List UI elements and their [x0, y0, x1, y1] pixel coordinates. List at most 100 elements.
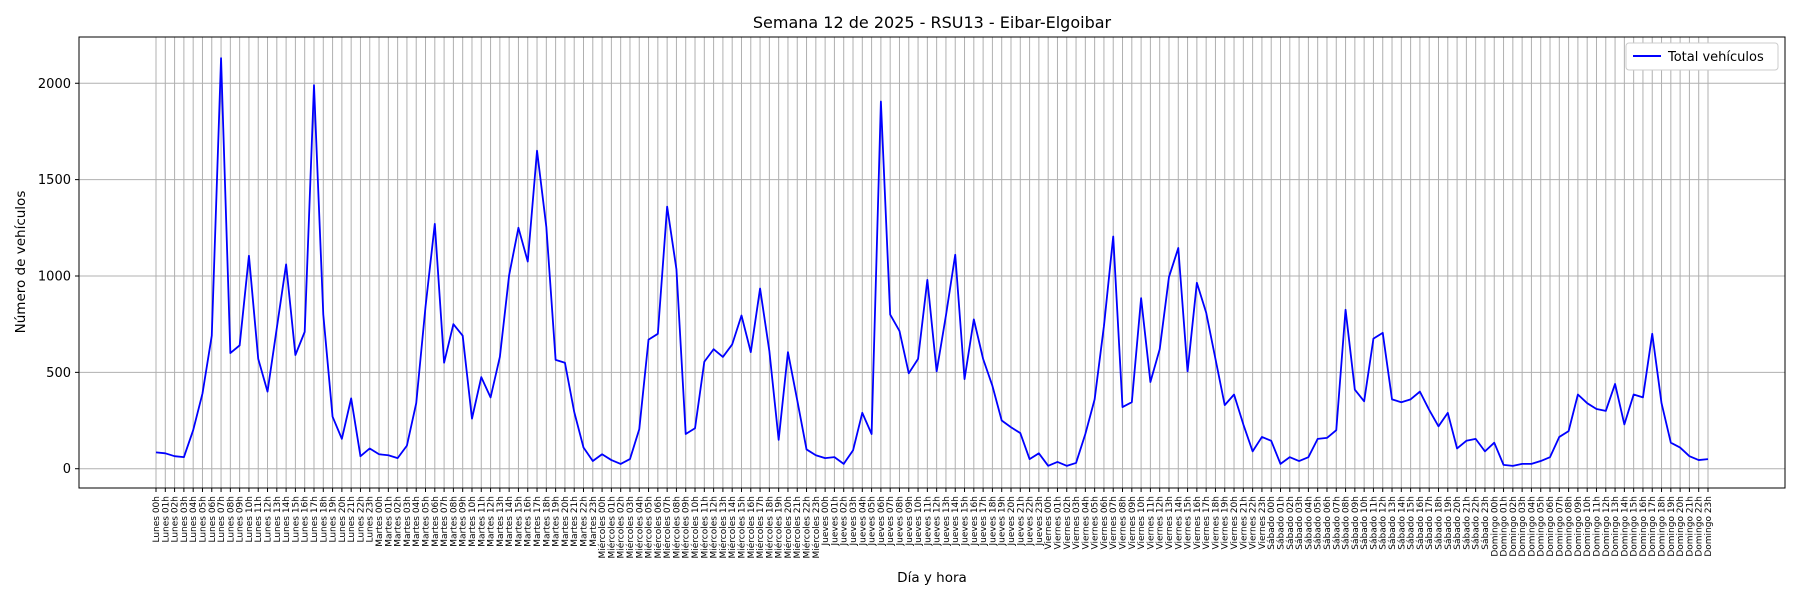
data-point [1437, 425, 1439, 427]
x-tick-label: Sábado 18h [1434, 496, 1444, 550]
data-point [1493, 442, 1495, 444]
x-tick-label: Viernes 19h [1221, 496, 1231, 550]
data-point [787, 351, 789, 353]
x-tick-label: Jueves 01h [830, 496, 840, 546]
data-point [1121, 406, 1123, 408]
x-tick-label: Martes 08h [449, 496, 459, 547]
x-tick-label: Martes 18h [542, 496, 552, 547]
data-point [554, 359, 556, 361]
y-tick-label: 1500 [38, 173, 71, 188]
x-tick-label: Sábado 11h [1369, 496, 1379, 550]
data-point [183, 456, 185, 458]
x-tick-label: Martes 12h [487, 496, 497, 547]
x-tick-label: Miércoles 09h [681, 496, 692, 559]
data-point [1177, 247, 1179, 249]
x-tick-label: Martes 23h [589, 496, 599, 547]
data-point [796, 399, 798, 401]
data-point [155, 451, 157, 453]
data-point [1289, 456, 1291, 458]
data-point [1670, 442, 1672, 444]
x-tick-label: Martes 20h [561, 496, 571, 547]
data-point [1623, 423, 1625, 425]
x-tick-label: Sábado 05h [1314, 496, 1324, 550]
data-point [1298, 460, 1300, 462]
data-point [601, 453, 603, 455]
data-point [1651, 333, 1653, 335]
data-point [657, 333, 659, 335]
data-point [443, 362, 445, 364]
x-tick-label: Lunes 05h [198, 496, 208, 543]
x-tick-label: Lunes 22h [356, 496, 366, 543]
data-point [1605, 410, 1607, 412]
data-point [973, 318, 975, 320]
legend-box [1625, 42, 1779, 71]
x-tick-label: Domingo 01h [1500, 496, 1510, 557]
x-tick-label: Viernes 14h [1174, 496, 1184, 550]
x-tick-label: Martes 02h [394, 496, 404, 547]
x-tick-label: Domingo 19h [1667, 496, 1677, 557]
x-tick-label: Jueves 18h [988, 496, 998, 546]
x-tick-label: Jueves 13h [942, 496, 952, 546]
x-tick-label: Domingo 08h [1565, 496, 1575, 557]
x-tick-label: Domingo 04h [1527, 496, 1537, 557]
series-layer [155, 57, 1709, 467]
data-point [917, 358, 919, 360]
x-tick-label: Sábado 17h [1425, 496, 1435, 550]
data-point [926, 279, 928, 281]
x-tick-label: Domingo 15h [1630, 496, 1640, 557]
x-tick-label: Martes 01h [384, 496, 394, 547]
data-point [1502, 464, 1504, 466]
data-point [1112, 235, 1114, 237]
data-point [480, 376, 482, 378]
data-point [276, 327, 278, 329]
data-point [489, 396, 491, 398]
x-tick-label: Viernes 18h [1211, 496, 1221, 550]
data-point [685, 433, 687, 435]
data-point [1372, 337, 1374, 339]
data-point [824, 457, 826, 459]
data-point [1586, 402, 1588, 404]
x-tick-label: Jueves 21h [1016, 496, 1026, 546]
x-tick-label: Miércoles 15h [736, 496, 747, 559]
x-tick-label: Viernes 10h [1137, 496, 1147, 550]
x-tick-label: Viernes 06h [1100, 496, 1110, 550]
data-point [982, 358, 984, 360]
x-tick-label: Lunes 12h [264, 496, 274, 543]
data-point [238, 344, 240, 346]
data-point [712, 348, 714, 350]
x-tick-label: Viernes 21h [1239, 496, 1249, 550]
data-point [415, 402, 417, 404]
data-point [471, 417, 473, 419]
data-point [731, 343, 733, 345]
data-point [1363, 400, 1365, 402]
data-point [499, 356, 501, 358]
data-point [257, 358, 259, 360]
x-tick-label: Lunes 17h [310, 496, 320, 543]
x-tick-label: Miércoles 10h [690, 496, 701, 559]
data-point [266, 390, 268, 392]
x-tick-label: Sábado 23h [1481, 496, 1491, 550]
x-tick-label: Miércoles 11h [699, 496, 710, 559]
x-tick-label: Viernes 01h [1053, 496, 1063, 550]
data-point [1149, 381, 1151, 383]
data-point [573, 411, 575, 413]
data-point [164, 452, 166, 454]
y-axis-ticks: 0 500 1000 1500 2000 [38, 77, 79, 477]
x-tick-label: Viernes 05h [1091, 496, 1101, 550]
data-point [211, 335, 213, 337]
x-tick-label: Martes 14h [505, 496, 515, 547]
data-point [331, 415, 333, 417]
series-line-total-vehiculos [155, 57, 1709, 467]
data-point [341, 438, 343, 440]
x-tick-label: Martes 00h [375, 496, 385, 547]
x-tick-label: Jueves 16h [970, 496, 980, 546]
data-point [1549, 456, 1551, 458]
x-tick-label: Domingo 09h [1574, 496, 1584, 557]
data-point [1075, 462, 1077, 464]
x-tick-label: Viernes 17h [1202, 496, 1212, 550]
data-point [248, 255, 250, 257]
x-tick-label: Jueves 05h [868, 496, 878, 546]
x-tick-label: Miércoles 22h [802, 496, 813, 559]
x-tick-label: Lunes 02h [171, 496, 181, 543]
x-tick-label: Sábado 16h [1416, 496, 1426, 550]
